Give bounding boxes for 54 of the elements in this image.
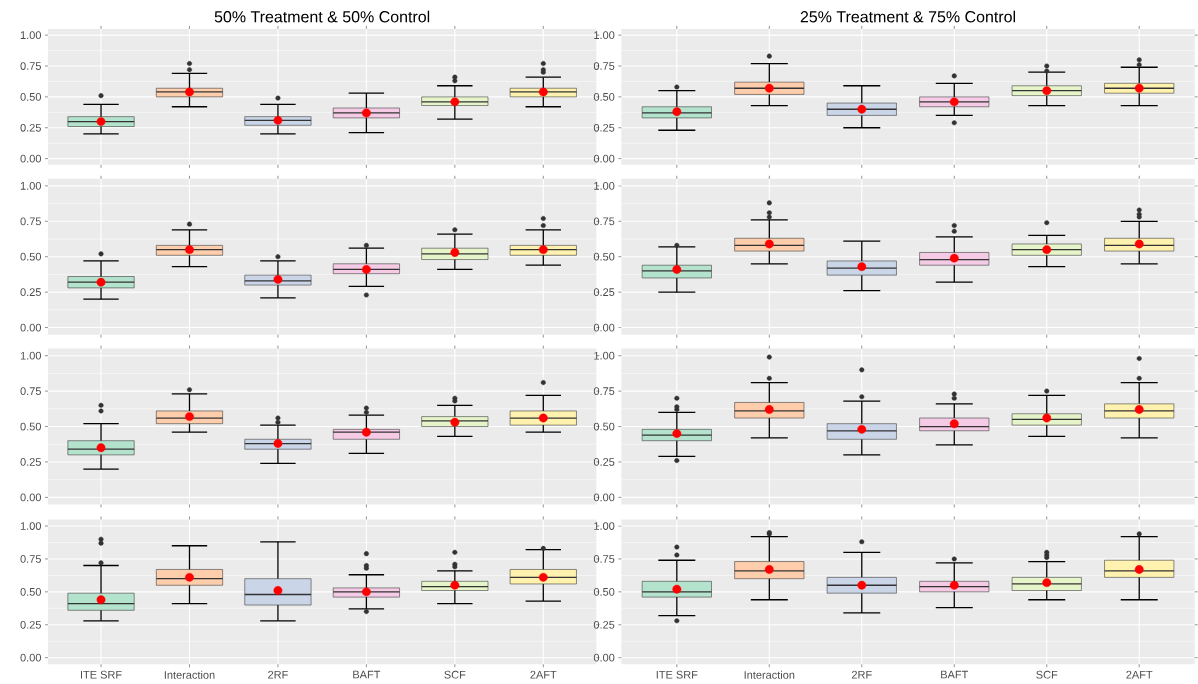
y-tick-label: 0.50 [593,92,615,101]
y-tick-label: 0.75 [20,387,41,395]
y-tick-label: 1.00 [594,351,615,360]
y-tick-label: 1.00 [20,31,41,39]
y-tick-label: 0.00 [20,323,41,332]
y-tick-label: 0.50 [20,92,41,101]
x-tick-label: ITE SRF [656,670,698,679]
y-tick-label: 0.00 [593,154,615,163]
y-tick-label: 0.50 [20,252,41,261]
y-tick-label: 0.25 [593,620,615,629]
x-tick-label: ITE SRF [80,670,122,679]
y-tick-label: 1.00 [594,181,615,190]
y-tick-label: 1.00 [594,522,615,530]
x-tick-label: Interaction [164,670,215,679]
y-tick-label: 0.50 [20,422,41,431]
y-tick-label: 0.75 [20,554,41,563]
y-tick-label: 0.00 [593,323,615,332]
x-tick-label: 2AFT [1126,670,1153,679]
x-tick-label: BAFT [941,670,969,679]
x-tick-label: 2AFT [530,670,557,679]
y-tick-label: 0.50 [20,587,41,596]
y-tick-label: 0.00 [20,154,41,163]
x-tick-label: SCF [1036,670,1058,679]
x-tick-label: 2RF [268,670,288,679]
y-tick-label: 1.00 [20,181,41,190]
y-tick-label: 0.25 [593,288,615,296]
y-tick-label: 0.50 [593,252,615,261]
y-tick-label: 0.00 [20,493,41,502]
chart-title: 25% Treatment & 75% Control [800,10,1015,23]
y-tick-label: 1.00 [20,351,41,360]
y-tick-label: 0.25 [593,123,615,132]
y-tick-label: 0.50 [593,422,615,431]
x-tick-label: SCF [444,670,466,679]
y-tick-label: 1.00 [594,31,615,39]
x-tick-label: BAFT [353,670,381,679]
x-tick-label: Interaction [744,670,795,679]
y-tick-label: 0.25 [593,457,615,466]
x-tick-label: 2RF [851,670,872,679]
y-tick-label: 0.75 [593,554,615,563]
y-tick-label: 0.25 [20,288,41,296]
chart-title: 50% Treatment & 50% Control [214,10,430,23]
y-tick-label: 0.75 [593,62,615,70]
y-tick-label: 0.75 [20,217,41,226]
y-tick-label: 0.00 [593,493,615,502]
y-tick-label: 0.75 [593,217,615,226]
y-tick-label: 0.00 [593,653,615,662]
y-tick-label: 0.50 [593,587,615,596]
y-tick-label: 0.25 [20,123,41,132]
y-tick-label: 0.00 [20,653,41,662]
y-tick-label: 0.75 [593,387,615,395]
y-tick-label: 1.00 [20,522,41,530]
y-tick-label: 0.25 [20,457,41,466]
y-tick-label: 0.75 [20,62,41,70]
y-tick-label: 0.25 [20,620,41,629]
